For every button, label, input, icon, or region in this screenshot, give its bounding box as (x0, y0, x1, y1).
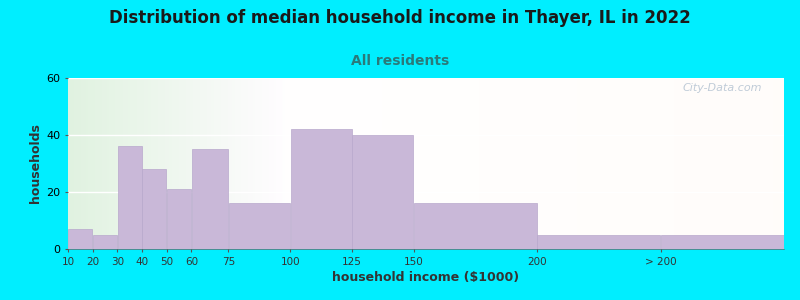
Bar (142, 169, 166, 249)
Y-axis label: households: households (29, 124, 42, 203)
Bar (661, 235, 784, 249)
Bar (192, 149, 228, 249)
Text: City-Data.com: City-Data.com (683, 83, 762, 93)
Bar (290, 129, 351, 249)
Bar (414, 203, 537, 249)
Bar (93, 235, 117, 249)
Bar (68, 229, 92, 249)
Bar (229, 203, 290, 249)
Bar (352, 135, 414, 249)
Bar (118, 146, 142, 249)
X-axis label: household income ($1000): household income ($1000) (333, 271, 519, 284)
Text: Distribution of median household income in Thayer, IL in 2022: Distribution of median household income … (109, 9, 691, 27)
Text: All residents: All residents (351, 54, 449, 68)
Bar (167, 189, 191, 249)
Bar (538, 235, 660, 249)
